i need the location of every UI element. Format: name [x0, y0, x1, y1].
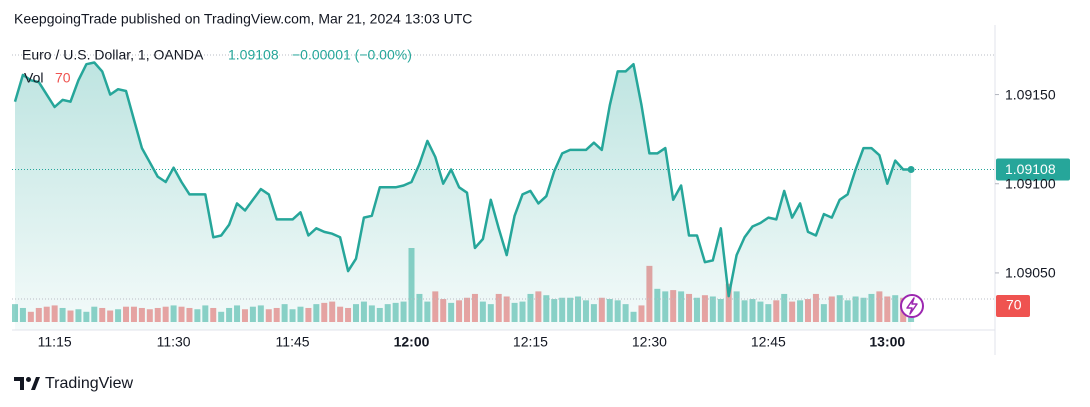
logo-mark — [26, 377, 31, 382]
last-point — [907, 165, 915, 173]
volume-badge — [996, 295, 1030, 317]
alert-icon-bolt — [906, 297, 918, 315]
logo-mark — [31, 377, 40, 390]
x-tick-label: 12:45 — [751, 334, 786, 350]
x-tick-label: 13:00 — [869, 334, 905, 350]
alert-icon[interactable] — [900, 294, 924, 318]
last-price-badge — [996, 158, 1070, 181]
brand-name: TradingView — [45, 375, 133, 392]
y-tick-label: 1.09100 — [1005, 175, 1056, 191]
price-pane — [12, 61, 995, 330]
tradingview-logo — [14, 377, 40, 390]
y-tick-label: 1.09150 — [1005, 86, 1056, 102]
x-tick-label: 11:30 — [157, 334, 191, 350]
last-price-legend: 1.09108 — [228, 47, 279, 63]
x-tick-label: 11:15 — [38, 334, 72, 350]
x-tick-label: 12:00 — [394, 334, 430, 350]
volume-legend-value: 70 — [55, 70, 71, 86]
price-area — [15, 62, 912, 330]
price-line — [13, 61, 912, 298]
x-tick-label: 11:45 — [276, 334, 310, 350]
volume-badge-text: 70 — [1006, 297, 1022, 313]
change-legend: −0.00001 (−0.00%) — [292, 47, 412, 63]
volume-legend-name: Vol — [24, 70, 43, 86]
last-price-badge-text: 1.09108 — [1005, 161, 1056, 177]
x-tick-label: 12:15 — [513, 334, 548, 350]
publisher-caption: KeepgoingTrade published on TradingView.… — [14, 11, 472, 27]
x-tick-label: 12:30 — [632, 334, 667, 350]
symbol-label: Euro / U.S. Dollar, 1, OANDA — [22, 47, 204, 63]
y-tick-label: 1.09050 — [1005, 265, 1056, 281]
logo-mark — [14, 377, 24, 390]
